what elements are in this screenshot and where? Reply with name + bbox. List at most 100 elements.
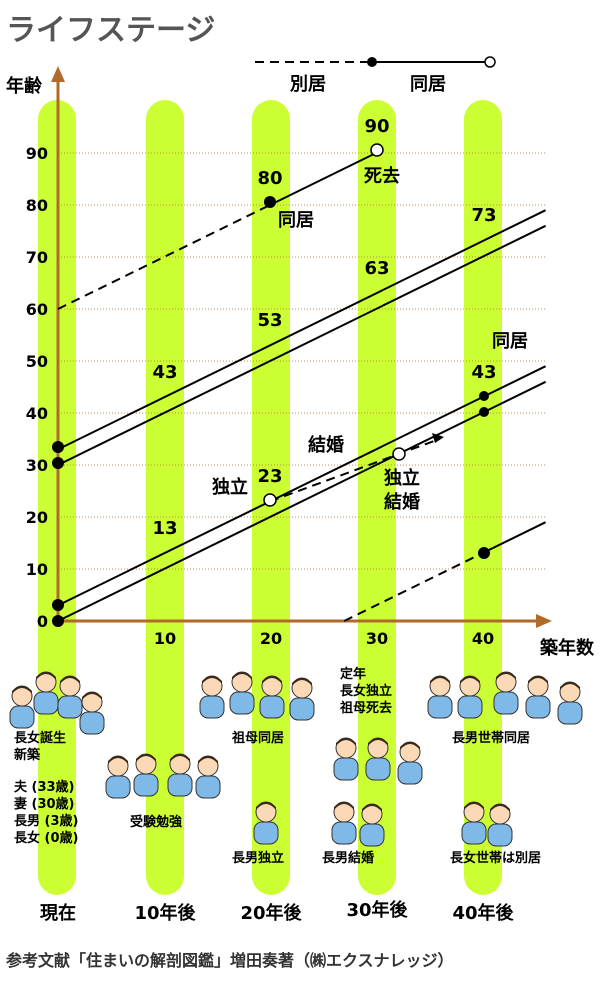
event-30-b: 長女独立 xyxy=(340,683,392,699)
person-icon xyxy=(331,801,357,845)
series-line-1 xyxy=(57,224,547,466)
x-tick-label: 30 xyxy=(366,629,388,648)
age-53: 53 xyxy=(257,310,282,331)
y-tick-label: 10 xyxy=(26,560,48,579)
age-63: 63 xyxy=(364,258,389,279)
dot-grandma-90 xyxy=(370,143,384,157)
dot-son-23 xyxy=(263,493,277,507)
label-marriage-son: 結婚 xyxy=(308,434,344,456)
person-icon xyxy=(457,675,483,719)
member-2: 妻 (30歳) xyxy=(14,796,75,812)
member-3: 長男 (3歳) xyxy=(14,813,78,829)
period-now: 現在 xyxy=(40,902,76,924)
dot-son-43 xyxy=(479,391,489,401)
y-tick-label: 90 xyxy=(26,144,48,163)
person-icon xyxy=(487,803,513,847)
y-tick-label: 0 xyxy=(37,612,48,631)
age-43-son: 43 xyxy=(471,362,496,383)
spouse-arrow-head xyxy=(432,433,444,443)
person-icon xyxy=(427,675,453,719)
legend-separate-label: 別居 xyxy=(290,74,326,95)
event-20-b: 長男独立 xyxy=(232,850,284,866)
event-now-a: 長女誕生 xyxy=(14,730,66,746)
event-30-d: 長男結婚 xyxy=(322,850,374,866)
axes: 年齢 築年数 xyxy=(6,66,595,659)
legend-filled-dot xyxy=(367,57,377,67)
annotations: 90 80 73 63 53 43 43 23 13 同居 死去 同居 結婚 独… xyxy=(152,116,528,539)
age-43-husband: 43 xyxy=(152,362,177,383)
age-23: 23 xyxy=(257,466,282,487)
label-together-grandma: 同居 xyxy=(278,210,314,231)
y-tick-label: 40 xyxy=(26,404,48,423)
dot-grandchild-13 xyxy=(478,547,490,559)
x-tick-label: 10 xyxy=(154,629,176,648)
title: ライフステージ xyxy=(6,13,215,48)
gridlines xyxy=(58,152,546,570)
person-icon xyxy=(359,803,385,847)
y-tick-label: 70 xyxy=(26,248,48,267)
legend-together-label: 同居 xyxy=(410,74,446,95)
column-30 xyxy=(358,100,396,895)
label-independent-daughter: 独立 xyxy=(384,467,420,489)
member-4: 長女 (0歳) xyxy=(14,830,78,846)
person-icon xyxy=(259,675,285,719)
person-icon xyxy=(57,675,83,719)
event-20-a: 祖母同居 xyxy=(231,730,284,746)
period-20: 20年後 xyxy=(240,902,302,924)
legend: 別居 同居 xyxy=(255,56,496,95)
column-10 xyxy=(146,100,184,895)
person-icon xyxy=(289,677,315,721)
person-icon xyxy=(9,685,35,729)
y-tick-label: 50 xyxy=(26,352,48,371)
person-icon xyxy=(557,681,583,725)
person-icon xyxy=(167,753,193,797)
x-axis-arrow xyxy=(536,614,552,628)
dot-son-now xyxy=(52,599,64,611)
series-line-3 xyxy=(57,456,393,622)
x-axis-label: 築年数 xyxy=(539,637,595,659)
series-line-5 xyxy=(269,152,377,206)
label-independent-son: 独立 xyxy=(212,476,248,498)
event-captions: 長女誕生 新築 夫 (33歳) 妻 (30歳) 長男 (3歳) 長女 (0歳) … xyxy=(14,666,541,866)
label-marriage-daughter: 結婚 xyxy=(384,491,420,513)
period-10: 10年後 xyxy=(134,902,196,924)
period-40: 40年後 xyxy=(452,902,514,924)
person-icon xyxy=(525,675,551,719)
series-line-0 xyxy=(57,209,547,451)
period-labels: 現在 10年後 20年後 30年後 40年後 xyxy=(40,899,515,924)
event-10: 受験勉強 xyxy=(130,814,182,830)
y-tick-label: 60 xyxy=(26,300,48,319)
person-icon xyxy=(253,801,279,845)
series-line-6 xyxy=(269,438,440,503)
y-tick-label: 30 xyxy=(26,456,48,475)
footer-reference: 参考文献「住まいの解剖図鑑」増田奏著（㈱エクスナレッジ） xyxy=(6,951,454,970)
age-73: 73 xyxy=(471,205,496,226)
person-icon xyxy=(333,737,359,781)
dot-wife-now xyxy=(52,457,64,469)
dot-husband-now xyxy=(52,441,64,453)
x-tick-label: 40 xyxy=(472,629,494,648)
event-40-b: 長女世帯は別居 xyxy=(450,850,541,866)
event-30-c: 祖母死去 xyxy=(339,700,392,716)
age-80: 80 xyxy=(257,168,282,189)
person-icon xyxy=(195,755,221,799)
person-icon xyxy=(229,671,255,715)
y-tick-label: 20 xyxy=(26,508,48,527)
y-axis-label: 年齢 xyxy=(6,75,43,97)
dot-grandma-80 xyxy=(264,196,276,208)
person-icon xyxy=(105,755,131,799)
y-tick-label: 80 xyxy=(26,196,48,215)
person-icon xyxy=(397,741,423,785)
label-together-son: 同居 xyxy=(492,331,528,352)
event-40-a: 長男世帯同居 xyxy=(452,730,530,746)
event-30-a: 定年 xyxy=(339,666,366,682)
person-icon xyxy=(461,801,487,845)
series-line-4 xyxy=(57,204,271,310)
person-icon xyxy=(33,671,59,715)
dot-wife-son-40 xyxy=(479,407,489,417)
member-1: 夫 (33歳) xyxy=(14,779,75,795)
person-icon xyxy=(493,671,519,715)
event-now-b: 新築 xyxy=(14,747,41,763)
person-icon xyxy=(133,753,159,797)
